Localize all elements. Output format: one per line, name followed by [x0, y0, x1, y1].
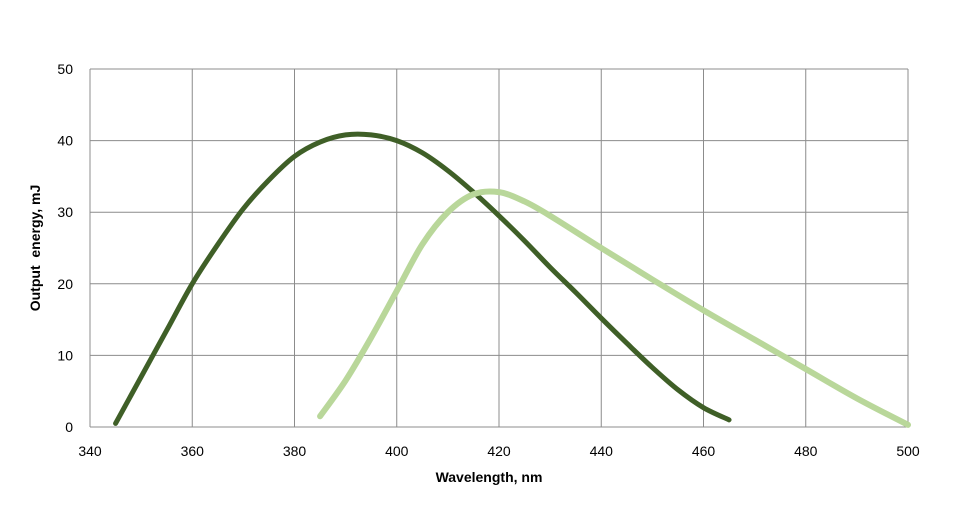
y-tick-label: 30 — [57, 204, 73, 220]
y-tick-label: 40 — [57, 133, 73, 149]
y-axis-title: Output energy, mJ — [27, 185, 43, 312]
x-tick-label: 420 — [487, 443, 511, 459]
y-tick-label: 20 — [57, 276, 73, 292]
x-tick-label: 340 — [78, 443, 102, 459]
y-tick-label: 10 — [57, 347, 73, 363]
series-line-1 — [113, 131, 732, 426]
x-tick-label: 360 — [181, 443, 205, 459]
x-tick-label: 460 — [692, 443, 716, 459]
x-tick-label: 480 — [794, 443, 818, 459]
x-tick-label: 500 — [896, 443, 920, 459]
x-tick-labels: 340 360 380 400 420 440 460 480 500 — [78, 443, 920, 459]
y-tick-labels: 0 10 20 30 40 50 — [57, 61, 73, 435]
x-tick-label: 440 — [590, 443, 614, 459]
y-tick-label: 50 — [57, 61, 73, 77]
grid — [89, 68, 909, 428]
series-line-2 — [317, 188, 911, 428]
y-tick-label: 0 — [65, 419, 73, 435]
x-tick-label: 400 — [385, 443, 409, 459]
x-axis-title: Wavelength, nm — [436, 469, 543, 485]
x-tick-label: 380 — [283, 443, 307, 459]
series-lines — [113, 131, 911, 428]
